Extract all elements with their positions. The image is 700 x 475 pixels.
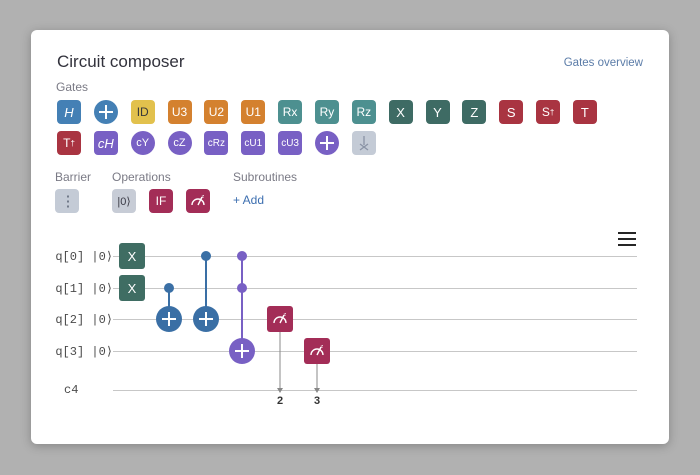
- svg-text:z: z: [284, 312, 287, 318]
- svg-text:z: z: [202, 194, 205, 200]
- svg-text:z: z: [321, 344, 324, 350]
